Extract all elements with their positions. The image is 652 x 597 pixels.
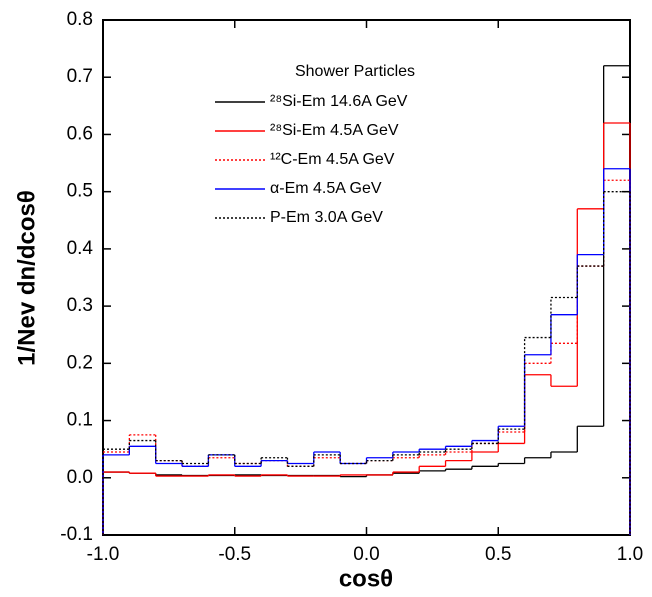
y-tick-label: 0.0 <box>67 467 93 488</box>
y-tick-label: 0.2 <box>67 352 93 373</box>
legend-label: α-Em 4.5A GeV <box>270 180 382 197</box>
y-tick-label: 0.7 <box>67 66 93 87</box>
legend-label: ¹²C-Em 4.5A GeV <box>270 151 395 168</box>
x-axis-label: cosθ <box>339 565 393 592</box>
y-tick-label: 0.1 <box>67 410 93 431</box>
y-axis-label: 1/Nev dn/dcosθ <box>13 190 40 366</box>
y-tick-label: 0.5 <box>67 181 93 202</box>
legend-title: Shower Particles <box>295 63 415 80</box>
x-tick-label: -1.0 <box>87 544 120 565</box>
x-tick-label: -0.5 <box>218 544 251 565</box>
legend-label: ²⁸Si-Em 4.5A GeV <box>270 122 399 139</box>
y-tick-label: -0.1 <box>60 524 93 545</box>
y-tick-label: 0.8 <box>67 9 93 30</box>
x-tick-label: 1.0 <box>617 544 643 565</box>
y-tick-label: 0.4 <box>67 238 94 259</box>
x-tick-label: 0.0 <box>353 544 379 565</box>
y-tick-label: 0.3 <box>67 295 93 316</box>
y-tick-label: 0.6 <box>67 123 93 144</box>
legend-label: P-Em 3.0A GeV <box>270 209 383 226</box>
legend-label: ²⁸Si-Em 14.6A GeV <box>270 93 408 110</box>
x-tick-label: 0.5 <box>485 544 511 565</box>
